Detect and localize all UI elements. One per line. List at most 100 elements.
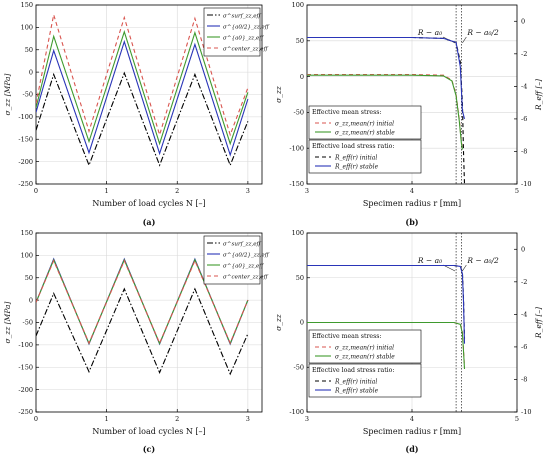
y-tick-label: 100 bbox=[292, 229, 304, 237]
legend-block-box bbox=[308, 363, 422, 398]
legend-entry: σ^{a0}_zz,eff bbox=[223, 34, 264, 41]
series-line-1 bbox=[36, 287, 249, 376]
annotation-label: R − a₀/2 bbox=[466, 28, 499, 37]
y-tick-label: 100 bbox=[292, 1, 304, 9]
legend-entry: σ^center_zz,eff bbox=[223, 45, 269, 52]
y-tick-label: 50 bbox=[296, 274, 304, 282]
annotation-arrow bbox=[462, 36, 467, 44]
chart-panel-3: 0 1 2 3 -250 -200 -150 -100 -50 0 50 100 150 Number o… bbox=[3, 229, 270, 454]
y-tick-label: 150 bbox=[21, 229, 33, 237]
x-axis-label: Number of load cycles N [–] bbox=[92, 427, 205, 436]
panel-caption: (a) bbox=[143, 217, 156, 227]
x-tick-label: 2 bbox=[175, 415, 179, 423]
legend-box bbox=[203, 7, 261, 57]
chart-panel-1: 0 1 2 3 -250 -200 -150 -100 -50 0 50 100 150 Number o… bbox=[3, 1, 270, 227]
panel-caption: (b) bbox=[405, 217, 418, 227]
panel-caption: (c) bbox=[143, 444, 156, 454]
legend-entry: σ^surf_zz,eff bbox=[223, 240, 262, 247]
y-tick-label: -200 bbox=[18, 386, 33, 394]
annotation-arrow bbox=[462, 264, 467, 272]
y-axis-label: σ_zz [MPa] bbox=[3, 301, 12, 343]
legend-block-box bbox=[308, 139, 422, 174]
series-line-2 bbox=[36, 39, 249, 157]
y2-axis-label: R_eff [–] bbox=[534, 79, 543, 111]
legend-block-box bbox=[308, 105, 422, 140]
legend-block-title: Effective mean stress: bbox=[312, 333, 382, 340]
x-tick-label: 4 bbox=[410, 187, 414, 195]
y2-tick-label: 0 bbox=[521, 245, 525, 253]
y-tick-label: 0 bbox=[29, 296, 33, 304]
legend-block-box bbox=[308, 329, 422, 364]
x-tick-label: 1 bbox=[105, 415, 109, 423]
legend-block-title: Effective mean stress: bbox=[312, 109, 382, 116]
y-tick-label: -100 bbox=[18, 113, 33, 121]
y2-tick-label: -4 bbox=[521, 83, 527, 91]
legend-box bbox=[203, 235, 261, 285]
y-tick-label: 0 bbox=[300, 73, 304, 81]
legend-entry: σ^surf_zz,eff bbox=[223, 12, 262, 19]
x-tick-label: 3 bbox=[246, 415, 250, 423]
series-line-4 bbox=[36, 14, 249, 137]
y2-tick-label: -2 bbox=[521, 50, 527, 58]
y-tick-label: 50 bbox=[296, 37, 304, 45]
chart-panel-2: 3 4 5 -150 -100 -50 0 50 100 0 -2 -4 -6 -8 -10 Specimen… bbox=[274, 1, 543, 227]
annotation-label: R − a₀/2 bbox=[466, 256, 499, 265]
y2-tick-label: -8 bbox=[521, 376, 527, 384]
y-tick-label: -150 bbox=[289, 180, 304, 188]
x-axis-label: Number of load cycles N [–] bbox=[92, 199, 205, 208]
legend-block-title: Effective load stress ratio: bbox=[312, 367, 394, 374]
series-line-1 bbox=[36, 71, 249, 167]
panel-caption: (d) bbox=[405, 444, 418, 454]
y-tick-label: -50 bbox=[294, 109, 304, 117]
y-tick-label: -50 bbox=[294, 363, 304, 371]
y-tick-label: 100 bbox=[21, 252, 33, 260]
legend-entry: R_eff(r) stable bbox=[334, 163, 379, 170]
legend-entry: σ_zz,mean(r) stable bbox=[335, 129, 395, 136]
legend-entry: R_eff(r) stable bbox=[334, 387, 379, 394]
y-tick-label: -200 bbox=[18, 158, 33, 166]
y-tick-label: 50 bbox=[25, 274, 33, 282]
y-tick-label: 0 bbox=[300, 319, 304, 327]
y2-tick-label: -10 bbox=[521, 408, 531, 416]
y2-tick-label: -6 bbox=[521, 115, 527, 123]
y-tick-label: -100 bbox=[289, 144, 304, 152]
y-tick-label: -150 bbox=[18, 363, 33, 371]
legend-entry: σ_zz,mean(r) initial bbox=[335, 120, 394, 127]
legend-entry: σ^{a0/2}_zz,eff bbox=[223, 251, 270, 258]
y2-tick-label: -10 bbox=[521, 180, 531, 188]
y-tick-label: -100 bbox=[18, 341, 33, 349]
x-tick-label: 3 bbox=[305, 187, 309, 195]
y2-tick-label: -8 bbox=[521, 148, 527, 156]
series-line-2 bbox=[307, 321, 466, 370]
x-tick-label: 1 bbox=[105, 187, 109, 195]
y-tick-label: -100 bbox=[289, 408, 304, 416]
legend-entry: σ^{a0}_zz,eff bbox=[223, 262, 264, 269]
y-tick-label: -50 bbox=[23, 91, 33, 99]
legend-entry: σ^{a0/2}_zz,eff bbox=[223, 23, 270, 30]
x-tick-label: 4 bbox=[410, 415, 414, 423]
series-line-4 bbox=[307, 264, 466, 344]
y-tick-label: 100 bbox=[21, 24, 33, 32]
series-line-4 bbox=[36, 259, 249, 345]
annotation-label: R − a₀ bbox=[417, 28, 442, 37]
series-line-2 bbox=[307, 74, 463, 150]
y-tick-label: 0 bbox=[29, 68, 33, 76]
annotation-label: R − a₀ bbox=[417, 256, 442, 265]
y-tick-label: -250 bbox=[18, 180, 33, 188]
y-axis-label: σ_zz [MPa] bbox=[3, 73, 12, 115]
legend-entry: σ_zz,mean(r) initial bbox=[335, 344, 394, 351]
y-tick-label: -150 bbox=[18, 135, 33, 143]
y2-tick-label: -4 bbox=[521, 311, 527, 319]
y2-tick-label: -2 bbox=[521, 278, 527, 286]
y2-tick-label: 0 bbox=[521, 17, 525, 25]
legend-entry: σ^center_zz,eff bbox=[223, 273, 269, 280]
legend-entry: R_eff(r) initial bbox=[334, 378, 377, 385]
series-line-4 bbox=[307, 36, 466, 120]
y2-tick-label: -6 bbox=[521, 343, 527, 351]
legend-block-title: Effective load stress ratio: bbox=[312, 143, 394, 150]
y-axis-label: σ_zz bbox=[274, 86, 283, 103]
y-tick-label: -250 bbox=[18, 408, 33, 416]
x-tick-label: 3 bbox=[305, 415, 309, 423]
y-axis-label: σ_zz bbox=[274, 314, 283, 331]
